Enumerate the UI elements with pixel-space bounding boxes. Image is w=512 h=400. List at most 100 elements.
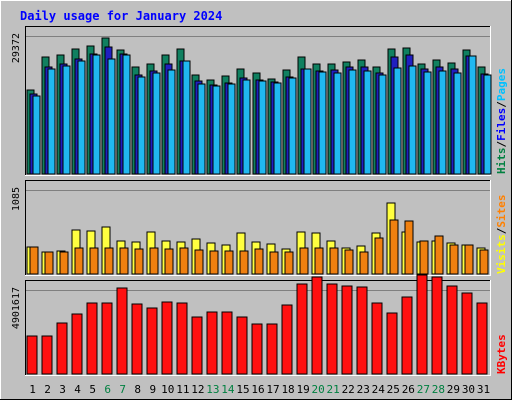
bar-kbytes-day-18	[281, 304, 293, 375]
bar-sites-day-11	[179, 247, 189, 275]
series-kbytes	[26, 274, 488, 375]
bar-pages-day-13	[212, 85, 221, 175]
x-tick-day-31: 31	[477, 383, 490, 396]
bar-pages-day-10	[167, 69, 176, 175]
legend-files: Files	[495, 108, 508, 141]
x-tick-day-24: 24	[372, 383, 386, 396]
pages-files-hits-panel-legend-text: Hits/Files/Pages	[495, 68, 508, 174]
bar-kbytes-day-5	[86, 302, 98, 375]
bar-pages-day-27	[423, 71, 432, 175]
series-sites	[29, 219, 489, 275]
x-tick-day-27: 27	[417, 383, 430, 396]
bar-sites-day-30	[464, 244, 474, 275]
bar-pages-day-7	[122, 54, 131, 175]
legend-separator: /	[495, 227, 508, 234]
sites-visits-panel: 1085 Visits/Sites	[11, 180, 508, 276]
x-tick-day-7: 7	[119, 383, 126, 396]
bar-sites-day-26	[404, 220, 414, 275]
bar-kbytes-day-23	[356, 286, 368, 375]
bar-sites-day-3	[59, 251, 69, 275]
bar-kbytes-day-27	[416, 274, 428, 375]
x-tick-day-2: 2	[44, 383, 51, 396]
sites-visits-panel-ymax-label: 1085	[11, 187, 22, 211]
x-tick-day-15: 15	[236, 383, 249, 396]
bar-kbytes-day-21	[326, 283, 338, 375]
x-tick-day-14: 14	[221, 383, 235, 396]
bar-sites-day-18	[284, 251, 294, 275]
bar-sites-day-12	[194, 249, 204, 275]
bar-pages-day-12	[197, 83, 206, 175]
bar-sites-day-9	[149, 247, 159, 275]
bar-sites-day-10	[164, 248, 174, 275]
bar-sites-day-4	[74, 247, 84, 275]
bar-kbytes-day-2	[41, 335, 53, 375]
bar-kbytes-day-29	[446, 285, 458, 375]
x-tick-day-21: 21	[327, 383, 340, 396]
bar-kbytes-day-30	[461, 292, 473, 375]
bar-sites-day-28	[434, 235, 444, 275]
bar-pages-day-14	[227, 83, 236, 175]
kbytes-panel: 4901617 KBytes	[11, 274, 508, 376]
bar-kbytes-day-24	[371, 302, 383, 375]
kbytes-panel-legend-text: KBytes	[495, 334, 508, 374]
bar-pages-day-29	[453, 72, 462, 175]
bar-pages-day-21	[333, 72, 342, 175]
bar-sites-day-13	[209, 250, 219, 275]
bar-sites-day-15	[239, 250, 249, 275]
x-tick-day-1: 1	[29, 383, 36, 396]
x-tick-day-28: 28	[432, 383, 445, 396]
x-tick-day-13: 13	[206, 383, 219, 396]
bar-kbytes-day-28	[431, 276, 443, 375]
kbytes-panel-legend: KBytes	[495, 334, 508, 374]
bar-kbytes-day-31	[476, 302, 488, 375]
x-tick-day-3: 3	[59, 383, 66, 396]
x-tick-day-5: 5	[89, 383, 96, 396]
bar-sites-day-1	[29, 246, 39, 275]
bar-kbytes-day-17	[266, 323, 278, 375]
bar-sites-day-29	[449, 244, 459, 275]
bar-sites-day-22	[344, 249, 354, 275]
bar-pages-day-28	[438, 70, 447, 175]
legend-separator: /	[495, 141, 508, 148]
bar-kbytes-day-22	[341, 285, 353, 375]
x-tick-day-29: 29	[447, 383, 460, 396]
bar-kbytes-day-9	[146, 307, 158, 375]
bar-pages-day-6	[107, 58, 116, 175]
bar-kbytes-day-16	[251, 323, 263, 375]
x-tick-day-10: 10	[161, 383, 174, 396]
bar-kbytes-day-7	[116, 287, 128, 375]
x-tick-day-19: 19	[296, 383, 309, 396]
bar-kbytes-day-25	[386, 312, 398, 375]
legend-separator: /	[495, 101, 508, 108]
bar-pages-day-16	[258, 80, 267, 175]
bar-pages-day-8	[137, 76, 146, 175]
bar-kbytes-day-20	[311, 276, 323, 375]
legend-pages: Pages	[495, 68, 508, 101]
x-tick-day-12: 12	[191, 383, 204, 396]
legend-visits: Visits	[495, 234, 508, 274]
legend-sites: Sites	[495, 195, 508, 228]
x-tick-day-6: 6	[104, 383, 111, 396]
bar-pages-day-26	[408, 65, 417, 175]
x-tick-day-16: 16	[251, 383, 264, 396]
bar-sites-day-6	[104, 247, 114, 275]
kbytes-panel-ymax-label: 4901617	[11, 287, 22, 329]
bar-sites-day-21	[329, 247, 339, 275]
bar-sites-day-16	[254, 248, 264, 275]
pages-files-hits-panel-ymax-label: 29372	[11, 33, 22, 63]
bar-pages-day-25	[393, 67, 402, 175]
x-tick-day-26: 26	[402, 383, 415, 396]
bar-pages-day-3	[62, 65, 71, 175]
bar-kbytes-day-1	[26, 335, 38, 375]
sites-visits-panel-legend-text: Visits/Sites	[495, 195, 508, 275]
bar-sites-day-14	[224, 250, 234, 275]
bar-kbytes-day-19	[296, 283, 308, 375]
bar-sites-day-24	[374, 237, 384, 275]
bar-pages-day-24	[378, 74, 387, 175]
bar-pages-day-30	[468, 55, 477, 175]
bar-sites-day-5	[89, 247, 99, 275]
legend-hits: Hits	[495, 148, 508, 175]
bar-sites-day-25	[389, 219, 399, 275]
bar-pages-day-9	[152, 72, 161, 175]
